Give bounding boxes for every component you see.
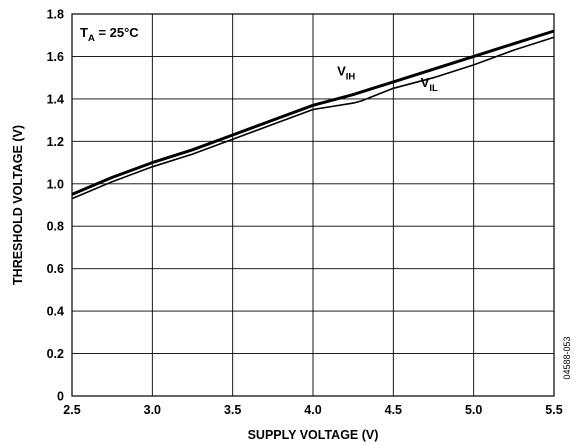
vih-main: V bbox=[337, 64, 346, 79]
series-line-vil bbox=[71, 36, 555, 200]
series-label-vil: VIL bbox=[421, 75, 438, 94]
x-tick-label: 5.5 bbox=[545, 403, 562, 417]
y-tick-label: 0.6 bbox=[47, 262, 64, 276]
annotation-rest: = 25°C bbox=[95, 25, 139, 40]
vih-sub: IH bbox=[346, 72, 356, 83]
y-tick-label: 0.8 bbox=[47, 220, 64, 234]
y-tick-label: 1.2 bbox=[47, 135, 64, 149]
y-tick-labels: 0 0.2 0.4 0.6 0.8 1.0 1.2 1.4 1.6 1.8 bbox=[47, 8, 64, 404]
figure-id: 04588-053 bbox=[562, 336, 572, 379]
y-tick-label: 0 bbox=[57, 390, 64, 404]
grid bbox=[71, 13, 555, 397]
y-tick-label: 1.4 bbox=[47, 92, 64, 106]
y-tick-label: 1.8 bbox=[47, 8, 64, 22]
annotation-sub: A bbox=[88, 33, 95, 44]
x-tick-label: 4.5 bbox=[385, 403, 402, 417]
y-tick-label: 1.6 bbox=[47, 50, 64, 64]
x-tick-label: 3.0 bbox=[144, 403, 161, 417]
x-tick-label: 2.5 bbox=[63, 403, 80, 417]
vil-sub: IL bbox=[429, 83, 438, 94]
x-tick-label: 3.5 bbox=[224, 403, 241, 417]
plot-frame bbox=[71, 13, 555, 397]
temperature-annotation: TA = 25°C bbox=[80, 25, 139, 44]
series-label-vih: VIH bbox=[337, 64, 355, 83]
y-tick-label: 1.0 bbox=[47, 177, 64, 191]
x-axis-title: SUPPLY VOLTAGE (V) bbox=[248, 428, 379, 442]
x-tick-label: 5.0 bbox=[465, 403, 482, 417]
vil-main: V bbox=[421, 75, 430, 90]
y-tick-label: 0.4 bbox=[47, 305, 64, 319]
x-tick-labels: 2.5 3.0 3.5 4.0 4.5 5.0 5.5 bbox=[63, 403, 562, 417]
series-lines bbox=[71, 29, 555, 200]
series-line-vih bbox=[71, 29, 555, 196]
x-tick-label: 4.0 bbox=[304, 403, 321, 417]
y-axis-title: THRESHOLD VOLTAGE (V) bbox=[11, 125, 25, 285]
annotation-main: T bbox=[80, 25, 88, 40]
y-tick-label: 0.2 bbox=[47, 347, 64, 361]
